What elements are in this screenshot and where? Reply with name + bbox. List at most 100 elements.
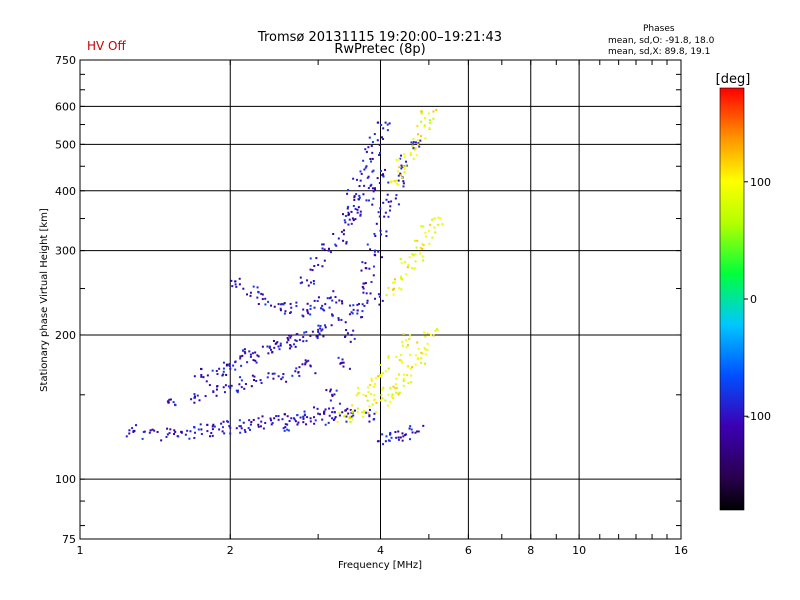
echo-point <box>436 223 439 226</box>
echo-point <box>306 302 309 305</box>
echo-point <box>393 278 396 281</box>
echo-point <box>345 420 348 423</box>
echo-point <box>416 239 419 242</box>
echo-point <box>414 253 417 256</box>
echo-point <box>346 332 349 335</box>
echo-point <box>329 251 332 254</box>
echo-point <box>301 281 304 284</box>
echo-point <box>249 423 252 426</box>
echo-point <box>408 256 411 259</box>
echo-point <box>319 327 322 330</box>
echo-point <box>379 363 382 366</box>
echo-point <box>306 279 309 282</box>
echo-point <box>380 169 383 172</box>
echo-point <box>399 257 402 260</box>
echo-point <box>199 423 202 426</box>
echo-point <box>352 219 355 222</box>
echo-point <box>422 259 425 262</box>
echo-point <box>352 177 355 180</box>
echo-point <box>405 433 408 436</box>
echo-point <box>368 420 371 423</box>
echo-point <box>213 425 216 428</box>
echo-point <box>302 417 305 420</box>
echo-point <box>384 211 387 214</box>
echo-point <box>309 257 312 260</box>
echo-point <box>382 138 385 141</box>
echo-point <box>283 413 286 416</box>
echo-point <box>255 361 258 364</box>
echo-point <box>349 420 352 423</box>
echo-point <box>411 267 414 270</box>
chart-grid <box>80 60 681 539</box>
echo-point <box>349 416 352 419</box>
echo-point <box>414 431 417 434</box>
echo-point <box>334 243 337 246</box>
echo-point <box>356 411 359 414</box>
colorbar-tick-label: -100 <box>746 410 771 423</box>
echo-point <box>313 422 316 425</box>
echo-point <box>331 299 334 302</box>
echo-point <box>317 412 320 415</box>
echo-point <box>294 370 297 373</box>
echo-point <box>381 299 384 302</box>
echo-point <box>346 207 349 210</box>
echo-point <box>398 391 401 394</box>
echo-point <box>286 428 289 431</box>
echo-point <box>350 222 353 225</box>
echo-point <box>342 361 345 364</box>
echo-point <box>382 443 385 446</box>
echo-point <box>206 423 209 426</box>
echo-point <box>256 296 259 299</box>
echo-point <box>410 381 413 384</box>
echo-point <box>424 348 427 351</box>
echo-point <box>324 303 327 306</box>
echo-point <box>364 148 367 151</box>
echo-point <box>275 415 278 418</box>
echo-point <box>323 309 326 312</box>
echo-point <box>200 375 203 378</box>
echo-point <box>416 125 419 128</box>
echo-point <box>321 265 324 268</box>
echo-point <box>348 367 351 370</box>
echo-point <box>200 373 203 376</box>
echo-point <box>424 362 427 365</box>
y-tick-label: 200 <box>55 329 76 342</box>
echo-point <box>286 423 289 426</box>
echo-point <box>361 310 364 313</box>
echo-point <box>363 184 366 187</box>
echo-point <box>309 334 312 337</box>
echo-point <box>229 432 232 435</box>
echo-point <box>223 432 226 435</box>
echo-point <box>369 248 372 251</box>
echo-point <box>335 244 338 247</box>
echo-point <box>385 435 388 438</box>
echo-point <box>222 420 225 423</box>
echo-point <box>128 432 131 435</box>
echo-point <box>365 150 368 153</box>
echo-point <box>277 415 280 418</box>
echo-point <box>211 428 214 431</box>
echo-point <box>235 427 238 430</box>
echo-point <box>400 354 403 357</box>
echo-point <box>262 427 265 430</box>
echo-point <box>289 311 292 314</box>
echo-point <box>397 179 400 182</box>
echo-point <box>398 158 401 161</box>
echo-point <box>256 354 259 357</box>
y-tick-label: 300 <box>55 245 76 258</box>
echo-point <box>193 436 196 439</box>
phases-stats-title: Phases <box>643 24 675 34</box>
echo-point <box>379 207 382 210</box>
echo-point <box>351 411 354 414</box>
echo-point <box>392 397 395 400</box>
echo-point <box>328 247 331 250</box>
echo-point <box>433 217 436 220</box>
echo-point <box>295 301 298 304</box>
echo-point <box>234 280 237 283</box>
echo-point <box>373 133 376 136</box>
echo-point <box>276 340 279 343</box>
echo-point <box>366 176 369 179</box>
echo-point <box>193 375 196 378</box>
echo-point <box>411 431 414 434</box>
